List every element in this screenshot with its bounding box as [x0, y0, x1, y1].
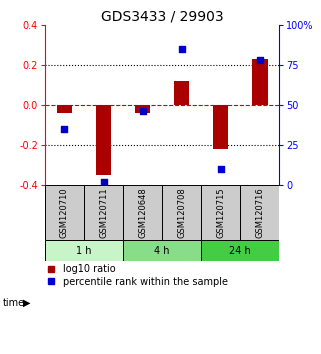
- Point: [62, 126, 67, 132]
- Bar: [56, 105, 72, 113]
- Text: 1 h: 1 h: [76, 246, 92, 256]
- Bar: [240, 185, 279, 240]
- Legend: log10 ratio, percentile rank within the sample: log10 ratio, percentile rank within the …: [48, 264, 228, 287]
- Text: GSM120716: GSM120716: [255, 187, 264, 238]
- Point: [257, 57, 262, 63]
- Text: GSM120711: GSM120711: [99, 187, 108, 238]
- Bar: [252, 59, 267, 105]
- Text: 24 h: 24 h: [229, 246, 251, 256]
- Bar: [45, 185, 84, 240]
- Point: [179, 46, 184, 52]
- Text: GSM120715: GSM120715: [216, 187, 225, 238]
- Bar: [123, 185, 162, 240]
- Bar: [201, 240, 279, 261]
- Bar: [84, 185, 123, 240]
- Bar: [96, 105, 111, 175]
- Text: GSM120648: GSM120648: [138, 187, 147, 238]
- Bar: [213, 105, 229, 149]
- Title: GDS3433 / 29903: GDS3433 / 29903: [101, 10, 223, 24]
- Text: ▶: ▶: [23, 298, 30, 308]
- Text: GSM120710: GSM120710: [60, 187, 69, 238]
- Bar: [123, 240, 201, 261]
- Bar: [201, 185, 240, 240]
- Point: [140, 109, 145, 114]
- Text: 4 h: 4 h: [154, 246, 170, 256]
- Bar: [162, 185, 201, 240]
- Point: [101, 179, 106, 185]
- Text: time: time: [3, 298, 25, 308]
- Bar: [45, 240, 123, 261]
- Point: [218, 166, 223, 172]
- Bar: [174, 81, 189, 105]
- Bar: [135, 105, 150, 113]
- Text: GSM120708: GSM120708: [177, 187, 186, 238]
